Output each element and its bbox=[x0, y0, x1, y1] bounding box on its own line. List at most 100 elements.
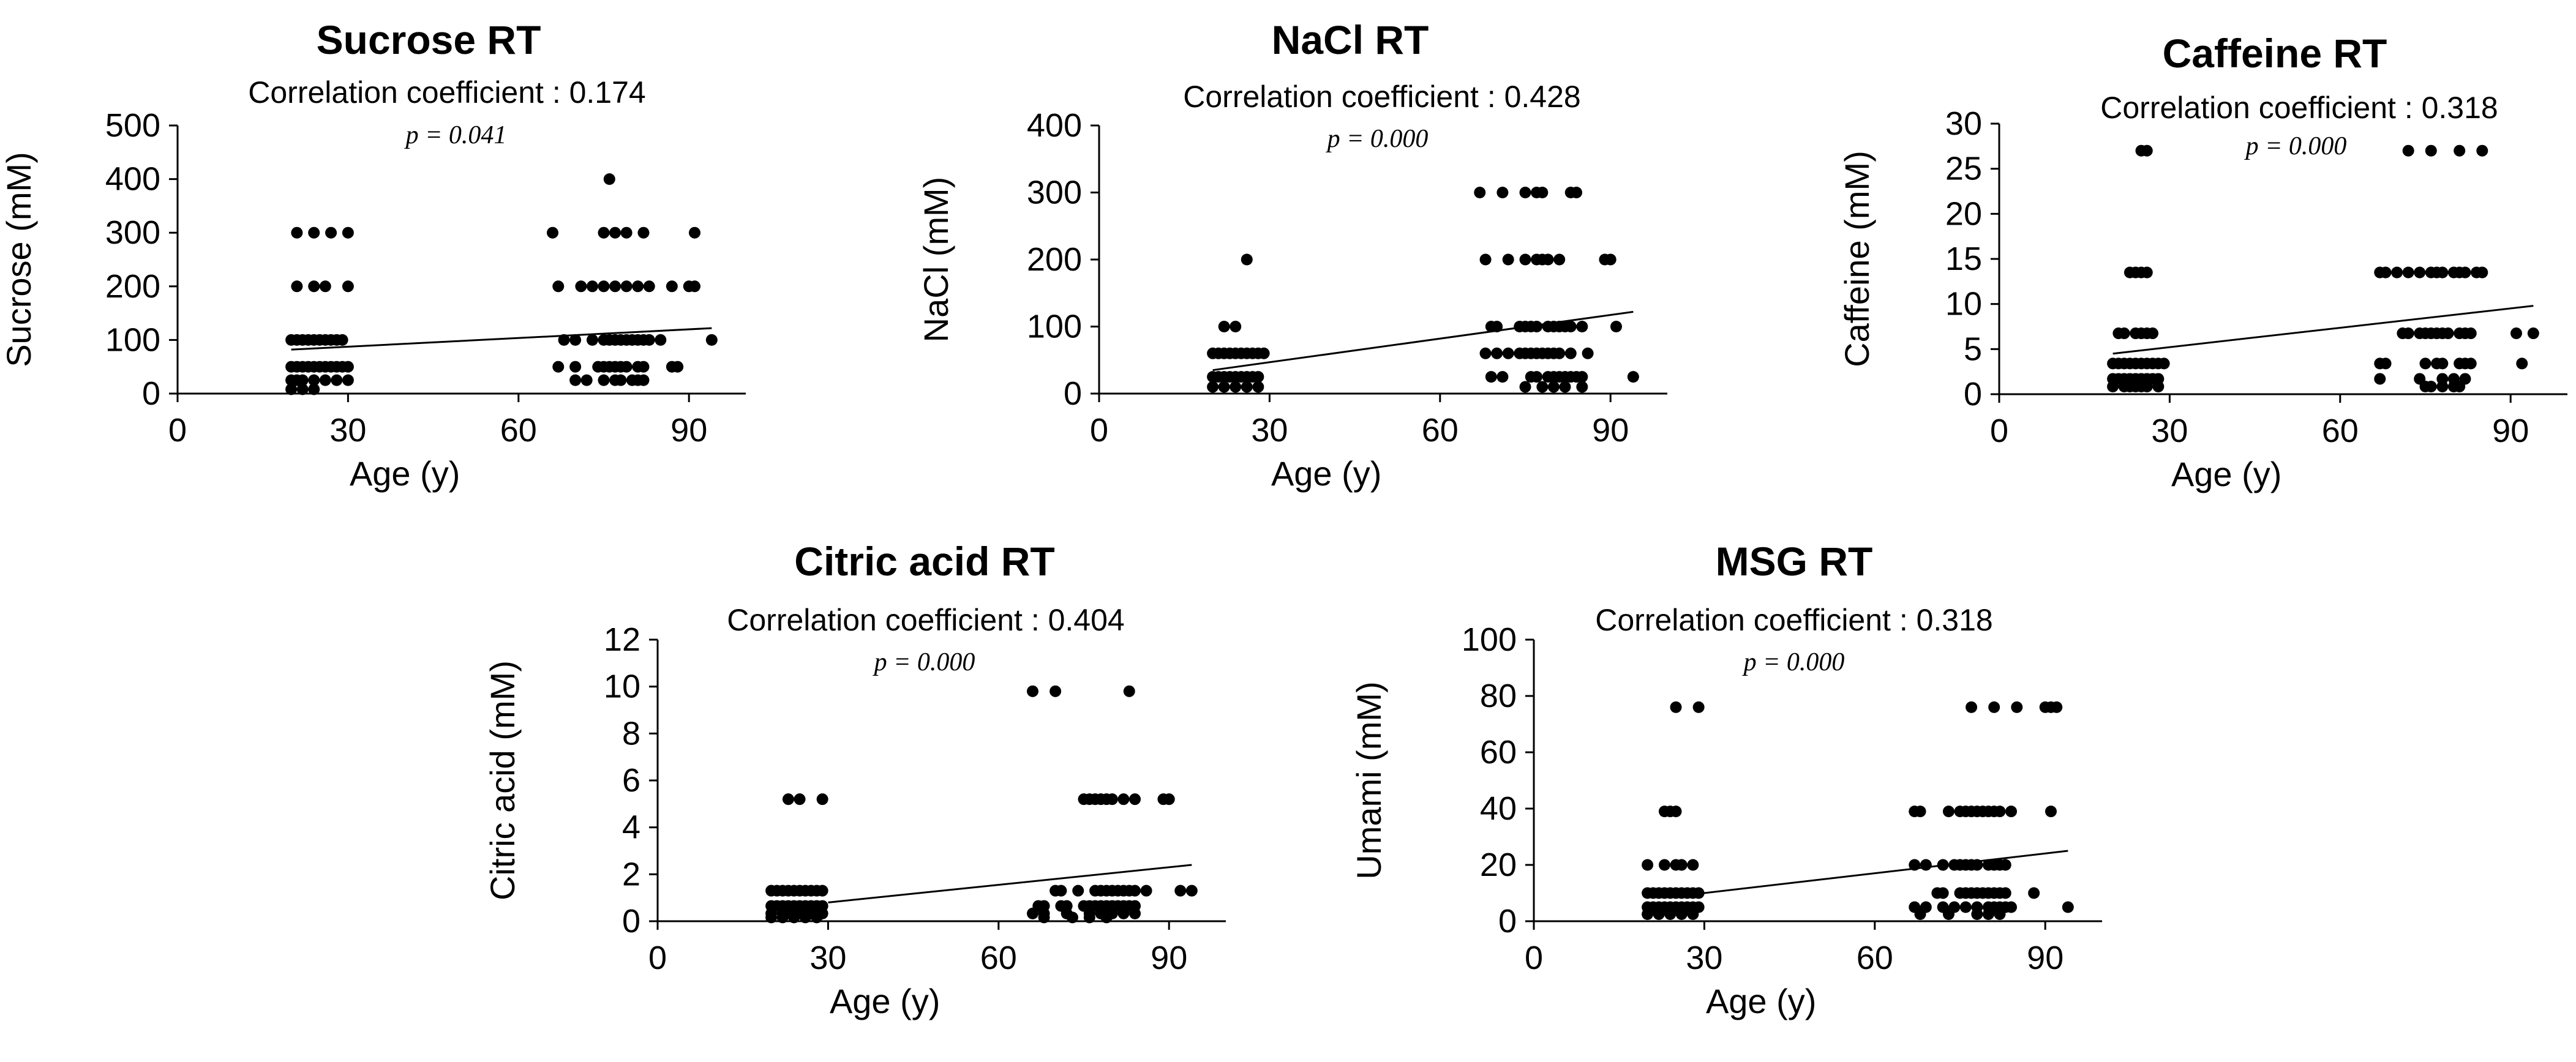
data-point bbox=[1942, 806, 1955, 818]
data-point bbox=[1026, 907, 1038, 919]
x-tick-label: 60 bbox=[1422, 412, 1459, 449]
data-point bbox=[1491, 347, 1503, 359]
data-point bbox=[2005, 806, 2018, 818]
y-tick-label: 15 bbox=[1945, 241, 1982, 277]
data-point bbox=[319, 374, 331, 386]
data-point bbox=[552, 280, 565, 293]
data-point bbox=[1502, 347, 1514, 359]
correlation-label: Correlation coefficient : 0.318 bbox=[2100, 91, 2498, 125]
y-tick-label: 0 bbox=[1964, 376, 1982, 413]
y-tick-label: 30 bbox=[1945, 105, 1982, 142]
correlation-label: Correlation coefficient : 0.428 bbox=[1183, 80, 1580, 114]
data-point bbox=[1553, 253, 1566, 266]
data-point bbox=[1106, 793, 1118, 806]
data-point bbox=[1038, 911, 1050, 924]
x-tick-label: 90 bbox=[1592, 412, 1629, 449]
data-point bbox=[776, 911, 789, 924]
data-point bbox=[598, 280, 610, 293]
y-tick-label: 400 bbox=[105, 161, 160, 198]
data-point bbox=[342, 226, 354, 239]
y-tick-label: 100 bbox=[1462, 621, 1517, 658]
y-tick-label: 400 bbox=[1027, 107, 1082, 144]
data-point bbox=[2011, 701, 2023, 713]
y-tick-label: 100 bbox=[105, 321, 160, 358]
trend-line bbox=[828, 864, 1192, 903]
data-point bbox=[1982, 908, 1994, 920]
data-point bbox=[1914, 908, 1926, 920]
data-point bbox=[342, 280, 354, 293]
data-point bbox=[1479, 253, 1492, 266]
data-point bbox=[308, 226, 320, 239]
data-point bbox=[2152, 380, 2165, 392]
x-tick-label: 0 bbox=[1990, 413, 2008, 449]
data-point bbox=[1066, 911, 1078, 924]
y-axis-label: Citric acid (mM) bbox=[483, 660, 522, 900]
correlation-label: Correlation coefficient : 0.318 bbox=[1595, 603, 1992, 637]
y-tick-label: 5 bbox=[1964, 331, 1982, 367]
x-tick-label: 60 bbox=[1857, 940, 1893, 976]
y-tick-label: 0 bbox=[622, 903, 640, 940]
data-point bbox=[575, 280, 587, 293]
data-point bbox=[2510, 327, 2522, 340]
data-point bbox=[1670, 806, 1682, 818]
x-tick-label: 30 bbox=[1686, 940, 1722, 976]
data-point bbox=[319, 280, 331, 293]
data-point bbox=[1230, 381, 1242, 393]
data-point bbox=[2436, 357, 2449, 370]
data-point bbox=[620, 226, 633, 239]
x-tick-label: 90 bbox=[670, 412, 707, 449]
data-point bbox=[615, 374, 627, 386]
data-point bbox=[1207, 381, 1219, 393]
p-value-label: p = 0.000 bbox=[1742, 648, 1845, 676]
data-point bbox=[1937, 887, 1949, 899]
data-point bbox=[643, 280, 655, 293]
data-point bbox=[1564, 321, 1577, 332]
data-point bbox=[1100, 911, 1113, 924]
y-axis-label: Sucrose (mM) bbox=[0, 152, 38, 367]
x-tick-label: 90 bbox=[1151, 940, 1187, 976]
data-point bbox=[598, 374, 610, 386]
data-point bbox=[1117, 907, 1130, 919]
y-tick-label: 0 bbox=[142, 375, 160, 412]
data-point bbox=[688, 226, 700, 239]
data-point bbox=[632, 280, 644, 293]
data-point bbox=[1026, 685, 1038, 697]
data-point bbox=[2051, 701, 2063, 713]
data-point bbox=[1519, 381, 1531, 393]
data-point bbox=[765, 911, 778, 924]
data-point bbox=[1230, 321, 1242, 332]
data-point bbox=[1920, 859, 1932, 871]
data-point bbox=[1140, 884, 1152, 897]
data-point bbox=[2459, 266, 2471, 279]
data-point bbox=[1942, 908, 1955, 920]
data-point bbox=[546, 226, 558, 239]
y-tick-label: 8 bbox=[622, 715, 640, 752]
data-point bbox=[552, 361, 565, 373]
x-tick-label: 0 bbox=[168, 412, 187, 449]
data-point bbox=[1536, 187, 1549, 198]
data-point bbox=[1687, 859, 1699, 871]
data-point bbox=[285, 383, 298, 395]
chart-title: NaCl RT bbox=[1272, 17, 1429, 62]
chart-panel: Sucrose RT Correlation coefficient : 0.17… bbox=[0, 17, 746, 493]
data-point bbox=[688, 280, 700, 293]
x-tick-label: 0 bbox=[648, 940, 667, 976]
data-point bbox=[2425, 380, 2437, 392]
y-axis-label: Umami (mM) bbox=[1350, 681, 1388, 879]
data-point bbox=[1687, 908, 1699, 920]
data-point bbox=[1604, 253, 1617, 266]
data-point bbox=[1571, 187, 1583, 198]
data-point bbox=[2454, 144, 2466, 157]
data-point bbox=[2476, 266, 2488, 279]
data-point bbox=[1999, 859, 2011, 871]
data-point bbox=[1576, 321, 1588, 332]
y-tick-label: 80 bbox=[1480, 678, 1517, 714]
x-axis-label: Age (y) bbox=[1706, 982, 1817, 1020]
data-point bbox=[637, 361, 650, 373]
data-point bbox=[1163, 793, 1175, 806]
correlation-label: Correlation coefficient : 0.404 bbox=[727, 603, 1124, 637]
data-point bbox=[308, 280, 320, 293]
y-tick-label: 100 bbox=[1027, 309, 1082, 345]
data-point bbox=[1258, 347, 1270, 359]
